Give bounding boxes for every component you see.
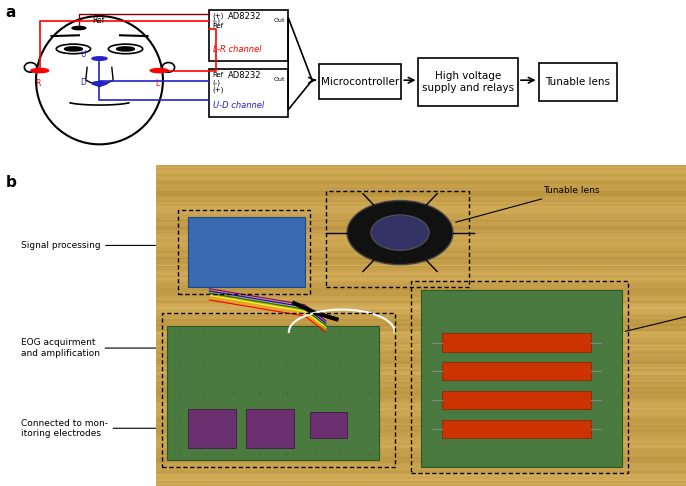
Text: High voltage supply
and relays: High voltage supply and relays bbox=[625, 294, 686, 331]
Text: (+): (+) bbox=[213, 87, 224, 93]
FancyBboxPatch shape bbox=[442, 391, 591, 409]
Text: High voltage
supply and relays: High voltage supply and relays bbox=[422, 71, 514, 93]
Text: Tunable lens: Tunable lens bbox=[545, 77, 611, 87]
Text: AD8232: AD8232 bbox=[228, 71, 261, 80]
FancyBboxPatch shape bbox=[442, 420, 591, 438]
FancyBboxPatch shape bbox=[421, 290, 622, 467]
Text: (-): (-) bbox=[213, 17, 221, 24]
Text: U: U bbox=[80, 50, 86, 59]
Circle shape bbox=[31, 69, 49, 72]
FancyBboxPatch shape bbox=[442, 362, 591, 381]
FancyBboxPatch shape bbox=[167, 326, 379, 460]
Text: b: b bbox=[5, 175, 16, 190]
FancyBboxPatch shape bbox=[418, 58, 518, 106]
Text: (-): (-) bbox=[213, 79, 221, 86]
FancyBboxPatch shape bbox=[246, 409, 294, 448]
Text: Connected to mon-
itoring electrodes: Connected to mon- itoring electrodes bbox=[21, 418, 176, 438]
Text: L-R channel: L-R channel bbox=[213, 45, 261, 54]
Circle shape bbox=[150, 69, 168, 72]
Text: Signal processing: Signal processing bbox=[21, 241, 193, 250]
FancyBboxPatch shape bbox=[188, 409, 236, 448]
FancyBboxPatch shape bbox=[442, 333, 591, 351]
Text: Ref: Ref bbox=[213, 72, 224, 78]
Circle shape bbox=[64, 47, 82, 51]
Text: AD8232: AD8232 bbox=[228, 12, 261, 21]
Text: L: L bbox=[155, 79, 159, 88]
Text: U-D channel: U-D channel bbox=[213, 102, 264, 110]
Circle shape bbox=[92, 82, 107, 85]
Text: Ref: Ref bbox=[93, 16, 105, 25]
Text: (+): (+) bbox=[213, 13, 224, 19]
FancyBboxPatch shape bbox=[209, 69, 288, 117]
FancyBboxPatch shape bbox=[539, 63, 617, 101]
Text: D: D bbox=[80, 78, 86, 87]
Text: R: R bbox=[35, 79, 40, 88]
FancyBboxPatch shape bbox=[319, 64, 401, 100]
Text: Out: Out bbox=[274, 18, 285, 23]
Text: Tunable lens: Tunable lens bbox=[456, 187, 600, 222]
Text: Out: Out bbox=[274, 77, 285, 82]
Circle shape bbox=[92, 57, 107, 60]
Text: EOG acquirment
and amplification: EOG acquirment and amplification bbox=[21, 338, 176, 358]
Text: a: a bbox=[5, 5, 16, 20]
FancyBboxPatch shape bbox=[188, 217, 305, 287]
Circle shape bbox=[117, 47, 134, 51]
Circle shape bbox=[72, 26, 86, 30]
FancyBboxPatch shape bbox=[209, 10, 288, 61]
Circle shape bbox=[347, 201, 453, 265]
Circle shape bbox=[371, 215, 429, 250]
Text: Microcontroller: Microcontroller bbox=[321, 77, 399, 87]
FancyBboxPatch shape bbox=[310, 412, 347, 438]
Text: Ref: Ref bbox=[213, 23, 224, 29]
